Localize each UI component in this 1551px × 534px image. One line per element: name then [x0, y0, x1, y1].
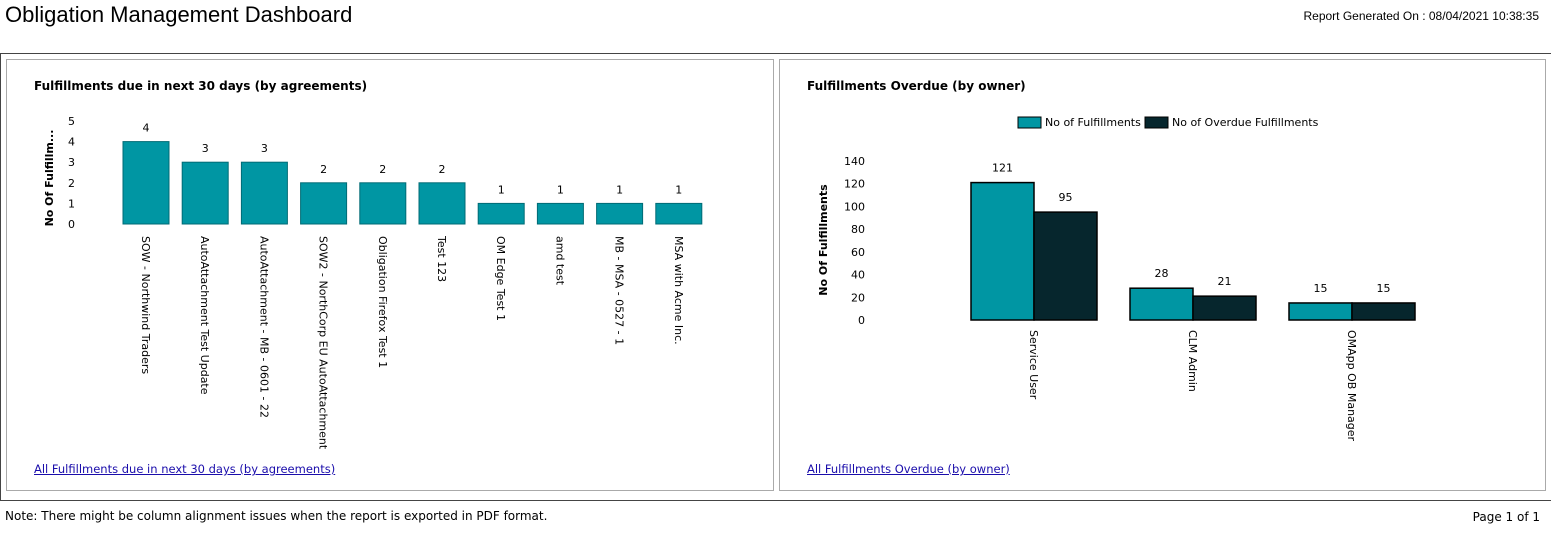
fulfillments-due-title: Fulfillments due in next 30 days (by agr…	[34, 79, 368, 93]
data-label: 121	[992, 162, 1013, 175]
bar	[418, 182, 466, 225]
bar	[1129, 287, 1194, 321]
y-tick-label: 0	[858, 314, 865, 327]
x-tick-label: SOW - Northwind Traders	[139, 236, 152, 374]
y-tick-label: 2	[68, 177, 75, 190]
y-tick-label: 60	[851, 246, 865, 259]
bar	[359, 182, 407, 225]
report-generated-timestamp: Report Generated On : 08/04/2021 10:38:3…	[1303, 9, 1539, 23]
page-indicator: Page 1 of 1	[1472, 510, 1540, 524]
x-tick-label: OMApp OB Manager	[1345, 330, 1358, 442]
x-tick-label: CLM Admin	[1186, 330, 1199, 392]
data-label: 3	[261, 142, 268, 155]
x-tick-label: Service User	[1027, 330, 1040, 400]
fulfillments-due-panel: Fulfillments due in next 30 days (by agr…	[6, 59, 774, 491]
y-tick-label: 1	[68, 197, 75, 210]
data-label: 95	[1059, 191, 1073, 204]
y-tick-label: 4	[68, 136, 75, 149]
y-tick-label: 0	[68, 218, 75, 231]
x-tick-label: MSA with Acme Inc.	[672, 236, 685, 345]
x-tick-label: Obligation Firefox Test 1	[376, 236, 389, 368]
legend-swatch	[1017, 116, 1042, 129]
bar	[1288, 302, 1353, 321]
data-label: 2	[379, 163, 386, 176]
data-label: 2	[439, 163, 446, 176]
data-label: 1	[557, 183, 564, 196]
legend-label: No of Fulfillments	[1045, 116, 1141, 129]
y-axis-title: No Of Fulfillments	[817, 184, 830, 296]
fulfillments-overdue-title: Fulfillments Overdue (by owner)	[807, 79, 1026, 93]
data-label: 15	[1314, 282, 1328, 295]
data-label: 2	[320, 163, 327, 176]
bar	[300, 182, 348, 225]
bar	[596, 202, 644, 225]
report-footer: Note: There might be column alignment is…	[0, 500, 1551, 534]
report-header: Obligation Management Dashboard Report G…	[0, 0, 1551, 54]
x-tick-label: Test 123	[435, 235, 448, 282]
y-tick-label: 100	[844, 200, 865, 213]
y-tick-label: 140	[844, 155, 865, 168]
x-tick-label: AutoAttachment - MB - 0601 - 22	[257, 236, 270, 418]
all-fulfillments-overdue-link[interactable]: All Fulfillments Overdue (by owner)	[807, 462, 1010, 476]
bar	[655, 202, 703, 225]
y-tick-label: 5	[68, 115, 75, 128]
x-tick-label: amd test	[553, 236, 566, 286]
bar	[122, 141, 170, 225]
data-label: 1	[675, 183, 682, 196]
all-fulfillments-due-link[interactable]: All Fulfillments due in next 30 days (by…	[34, 462, 336, 476]
bar	[477, 202, 525, 225]
bar	[181, 161, 229, 225]
x-tick-label: OM Edge Test 1	[494, 236, 507, 321]
y-tick-label: 40	[851, 269, 865, 282]
page-title: Obligation Management Dashboard	[5, 2, 353, 27]
y-tick-label: 120	[844, 178, 865, 191]
data-label: 3	[202, 142, 209, 155]
x-tick-label: MB - MSA - 0527 - 1	[613, 236, 626, 345]
y-tick-label: 20	[851, 291, 865, 304]
fulfillments-overdue-panel: Fulfillments Overdue (by owner) No of Fu…	[779, 59, 1546, 491]
bar	[1033, 211, 1098, 321]
data-label: 1	[616, 183, 623, 196]
bar	[970, 181, 1035, 321]
y-tick-label: 80	[851, 223, 865, 236]
y-tick-label: 3	[68, 156, 75, 169]
bar	[536, 202, 584, 225]
data-label: 21	[1218, 275, 1232, 288]
y-axis-title: No Of Fulfillm...	[43, 130, 56, 227]
data-label: 4	[143, 122, 150, 135]
legend-swatch	[1144, 116, 1169, 129]
fulfillments-due-chart: No Of Fulfillm... 0 1 2 3 4 5 4 SOW - Northwind …	[43, 115, 703, 450]
bar	[1351, 302, 1416, 321]
bar	[240, 161, 288, 225]
legend-label: No of Overdue Fulfillments	[1172, 116, 1319, 129]
x-tick-label: SOW2 - NorthCorp EU AutoAttachment	[317, 236, 330, 450]
data-label: 28	[1155, 267, 1169, 280]
frame-left-border	[0, 54, 1, 500]
pdf-export-note: Note: There might be column alignment is…	[5, 509, 548, 523]
x-tick-label: AutoAttachment Test Update	[198, 236, 211, 395]
bar	[1192, 295, 1257, 321]
fulfillments-overdue-chart: No of Fulfillments No of Overdue Fulfillm…	[817, 116, 1416, 442]
data-label: 15	[1377, 282, 1391, 295]
data-label: 1	[498, 183, 505, 196]
